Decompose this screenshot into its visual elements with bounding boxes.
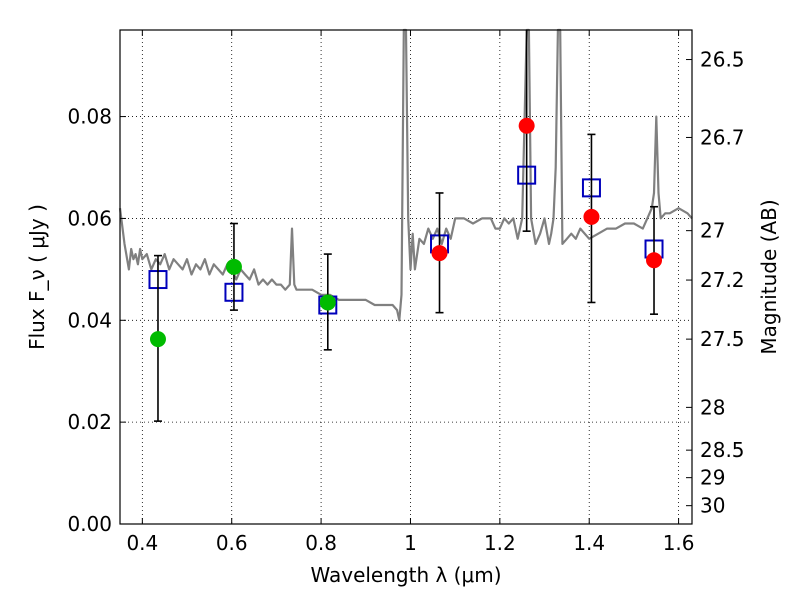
- y-tick-label: 0.02: [67, 410, 112, 434]
- right-tick-label: 27: [700, 219, 725, 243]
- right-tick-label: 28: [700, 395, 725, 419]
- tick-layer: 0.4 0.6 0.8 1 1.2 1.4 1.6 0.00 0.02 0.04 0.06 0.08 2…: [67, 30, 745, 555]
- red-data-point: [518, 117, 535, 134]
- right-tick-label: 30: [700, 494, 725, 518]
- red-data-point: [583, 208, 600, 225]
- x-tick-label: 1: [404, 531, 417, 555]
- x-axis-title: Wavelength λ (μm): [310, 563, 501, 587]
- right-tick-label: 26.7: [700, 125, 745, 149]
- right-axis-title: Magnitude (AB): [757, 199, 781, 354]
- red-data-point: [646, 252, 663, 269]
- y-tick-label: 0.06: [67, 206, 112, 230]
- x-tick-label: 0.6: [216, 531, 248, 555]
- x-tick-label: 0.8: [305, 531, 337, 555]
- data-layer: [118, 28, 693, 422]
- x-tick-label: 1.4: [573, 531, 605, 555]
- y-tick-label: 0.08: [67, 105, 112, 129]
- green-data-point: [149, 331, 166, 348]
- x-tick-label: 1.6: [663, 531, 695, 555]
- right-tick-label: 28.5: [700, 438, 745, 462]
- right-tick-label: 29: [700, 466, 725, 490]
- green-data-point: [319, 294, 336, 311]
- y-tick-label: 0.04: [67, 308, 112, 332]
- y-axis-title: Flux F_ν ( μJy ): [25, 204, 49, 350]
- spectrum-line: [118, 28, 693, 322]
- right-tick-label: 27.2: [700, 268, 745, 292]
- x-tick-label: 0.4: [126, 531, 158, 555]
- x-tick-label: 1.2: [484, 531, 516, 555]
- right-tick-label: 27.5: [700, 327, 745, 351]
- right-tick-label: 26.5: [700, 48, 745, 72]
- y-tick-label: 0.00: [67, 512, 112, 536]
- red-data-point: [431, 245, 448, 262]
- green-data-point: [225, 258, 242, 275]
- plot-frame: [119, 29, 693, 525]
